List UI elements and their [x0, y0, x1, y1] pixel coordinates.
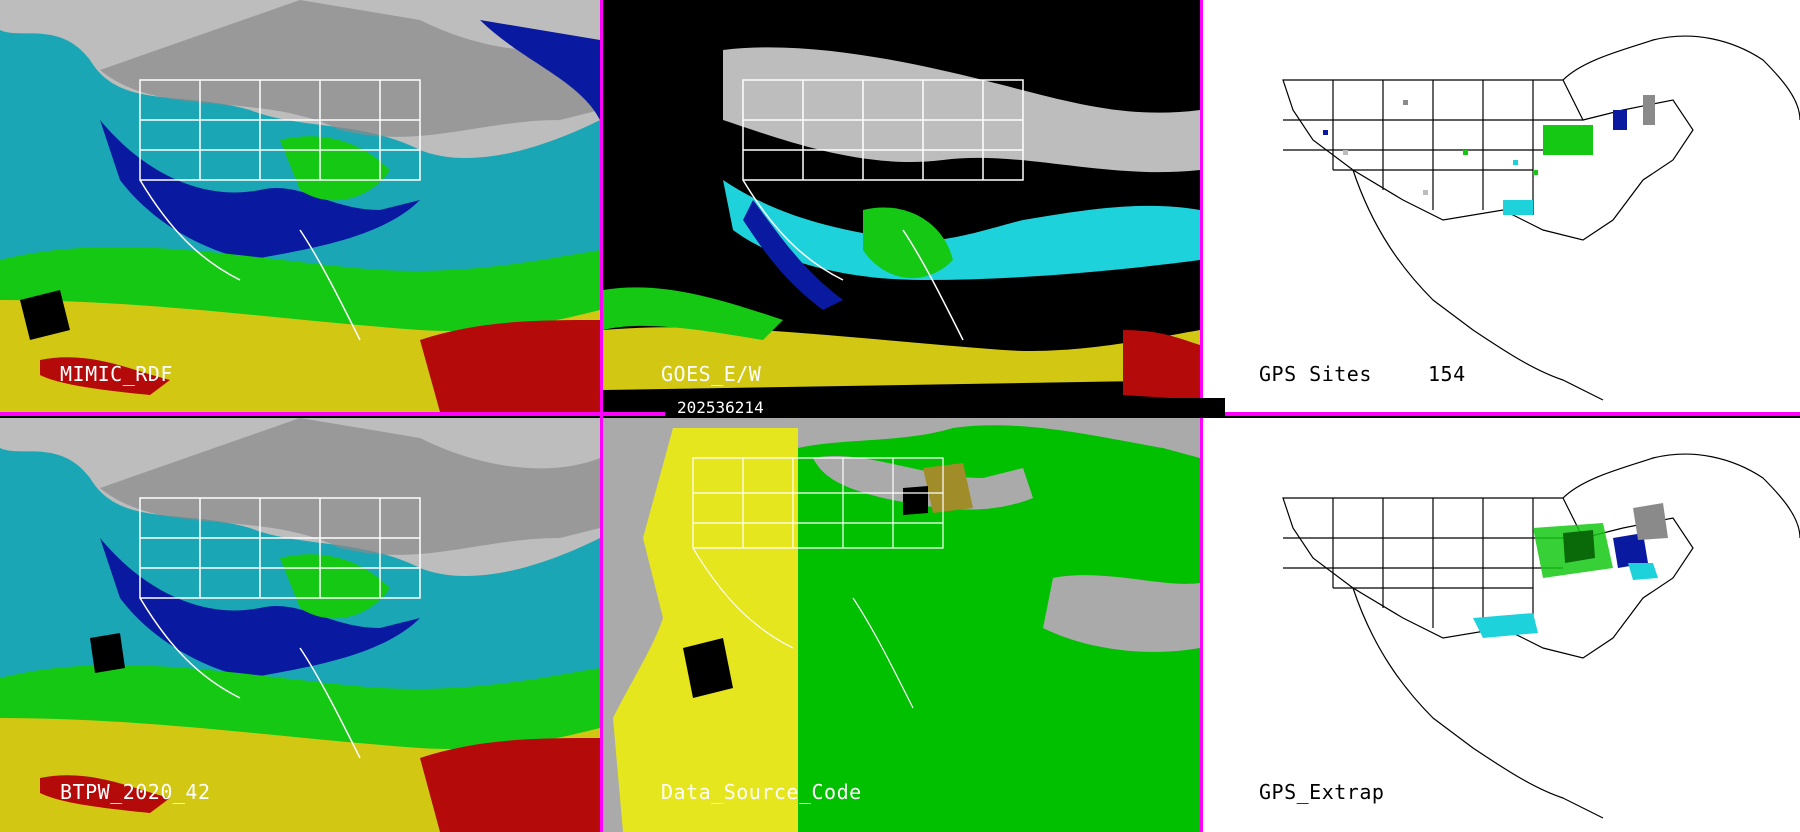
gps-extrap-map: [1203, 418, 1800, 832]
source-label: Data_Source_Code: [661, 780, 862, 804]
btpw-label: BTPW_2020_42: [60, 780, 211, 804]
gps-sites-map: [1203, 0, 1800, 412]
goes-panel: GOES_E/W: [603, 0, 1200, 412]
timestamp-bar: 202536214: [665, 398, 1225, 418]
gps-site-markers: [1323, 95, 1655, 215]
gps-sites-label: GPS Sites: [1259, 362, 1372, 386]
mimic-map: [0, 0, 600, 412]
vertical-separator-left: [600, 0, 603, 832]
btpw-map: [0, 418, 600, 832]
mimic-label: MIMIC_RDF: [60, 362, 173, 386]
source-map: [603, 418, 1200, 832]
gps-sites-panel: GPS Sites 154: [1203, 0, 1800, 412]
gps-extrap-panel: GPS_Extrap: [1203, 418, 1800, 832]
gps-extrap-label: GPS_Extrap: [1259, 780, 1385, 804]
gps-extrap-fields: [1473, 503, 1668, 638]
goes-map: [603, 0, 1200, 412]
source-panel: Data_Source_Code: [603, 418, 1200, 832]
goes-label: GOES_E/W: [661, 362, 762, 386]
gps-sites-count: 154: [1428, 362, 1466, 386]
btpw-panel: BTPW_2020_42: [0, 418, 600, 832]
mimic-panel: MIMIC_RDF: [0, 0, 600, 412]
